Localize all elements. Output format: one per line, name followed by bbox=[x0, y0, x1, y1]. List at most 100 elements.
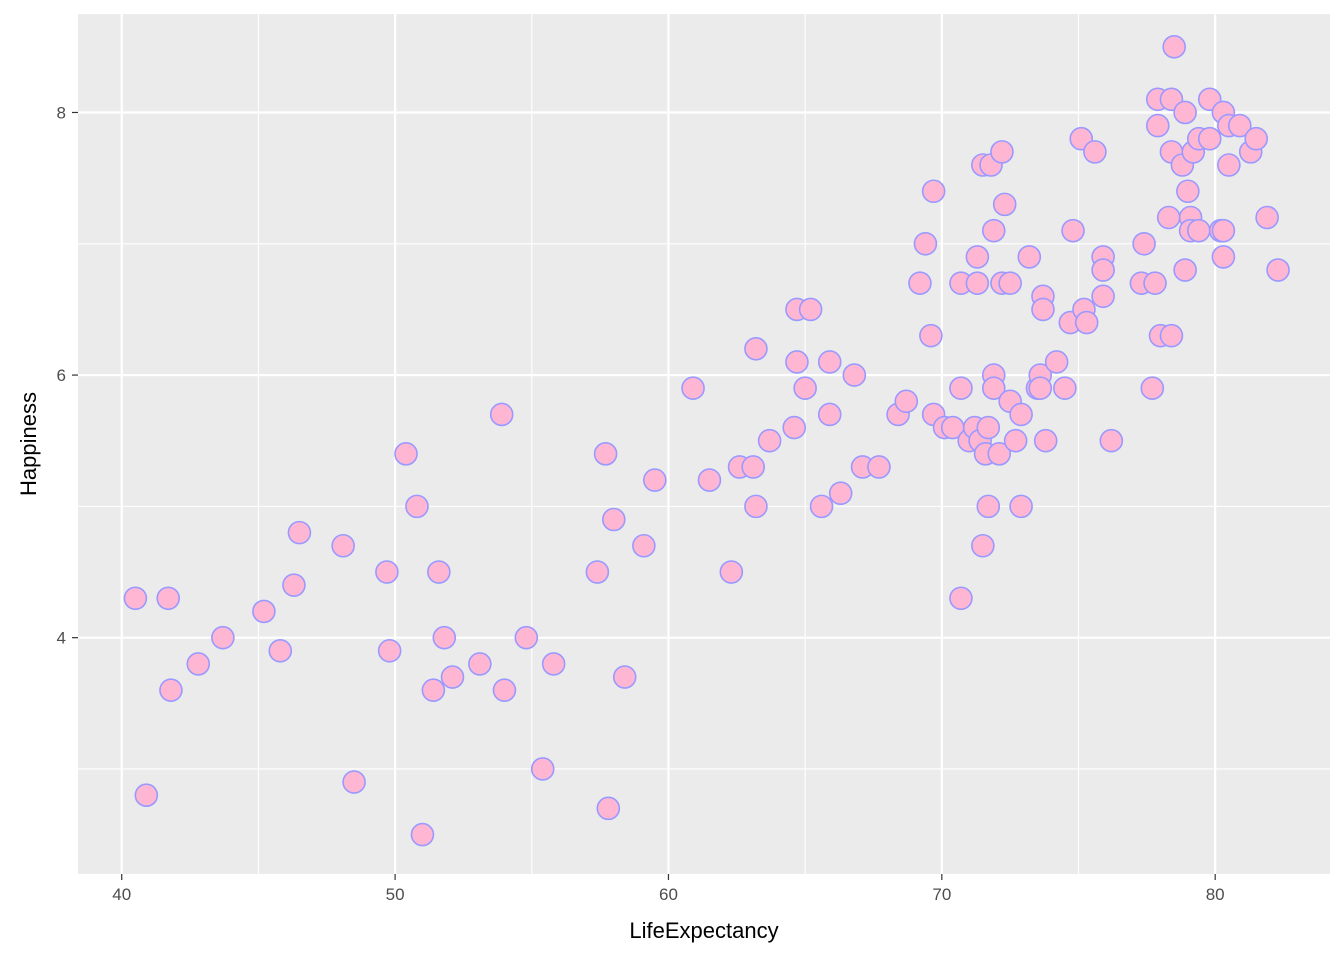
data-point bbox=[782, 415, 807, 440]
data-point bbox=[913, 231, 938, 256]
data-point bbox=[990, 140, 1014, 164]
data-point bbox=[1074, 310, 1099, 335]
data-point bbox=[998, 271, 1022, 295]
x-axis-ticks: 40 50 60 70 80 bbox=[112, 874, 1225, 904]
data-point bbox=[976, 415, 1001, 440]
data-point bbox=[1003, 428, 1028, 453]
data-points bbox=[123, 35, 1290, 847]
data-point bbox=[1053, 376, 1077, 400]
data-point bbox=[1176, 179, 1200, 204]
y-axis-ticks: 4 6 8 bbox=[57, 103, 78, 648]
data-point bbox=[798, 297, 823, 322]
data-point bbox=[410, 822, 435, 847]
data-point bbox=[987, 442, 1012, 466]
data-point bbox=[159, 678, 183, 702]
data-point bbox=[1159, 323, 1184, 348]
data-point bbox=[268, 638, 293, 663]
data-point bbox=[514, 625, 539, 650]
data-point bbox=[287, 520, 312, 545]
data-point bbox=[405, 494, 429, 519]
data-point bbox=[867, 455, 891, 479]
data-point bbox=[785, 350, 809, 374]
data-point bbox=[440, 665, 465, 689]
x-tick-label: 60 bbox=[659, 885, 678, 904]
data-point bbox=[697, 468, 722, 492]
data-point bbox=[744, 337, 768, 361]
y-axis-title: Happiness bbox=[16, 392, 41, 496]
data-point bbox=[375, 560, 399, 584]
data-point bbox=[1028, 376, 1053, 400]
y-tick-label: 6 bbox=[57, 366, 66, 385]
data-point bbox=[585, 560, 610, 584]
x-axis-title: LifeExpectancy bbox=[629, 918, 778, 943]
data-point bbox=[1091, 284, 1115, 309]
data-point bbox=[211, 625, 235, 650]
data-point bbox=[596, 796, 621, 821]
data-point bbox=[949, 586, 973, 611]
data-point bbox=[894, 389, 919, 414]
y-tick-label: 4 bbox=[57, 629, 66, 648]
data-point bbox=[681, 376, 705, 400]
x-tick-label: 70 bbox=[932, 885, 951, 904]
data-point bbox=[981, 218, 1006, 243]
data-point bbox=[1227, 113, 1252, 138]
data-point bbox=[1156, 205, 1181, 230]
major-grid-lines bbox=[78, 14, 1330, 874]
data-point bbox=[809, 494, 834, 519]
data-point bbox=[976, 494, 1001, 519]
data-point bbox=[530, 757, 555, 781]
x-tick-label: 80 bbox=[1206, 885, 1225, 904]
data-point bbox=[394, 442, 418, 466]
data-point bbox=[1173, 258, 1197, 282]
data-point bbox=[252, 599, 276, 624]
data-point bbox=[1197, 126, 1222, 151]
data-point bbox=[492, 678, 517, 702]
data-point bbox=[842, 363, 867, 387]
data-point bbox=[156, 586, 181, 611]
data-point bbox=[432, 625, 457, 650]
data-point bbox=[1217, 153, 1241, 177]
data-point bbox=[981, 376, 1006, 400]
data-point bbox=[1255, 205, 1279, 230]
data-point bbox=[1145, 113, 1170, 138]
data-point bbox=[468, 652, 492, 676]
data-point bbox=[1211, 218, 1236, 243]
data-point bbox=[1033, 428, 1058, 453]
x-tick-label: 40 bbox=[112, 885, 131, 904]
data-point bbox=[828, 481, 853, 506]
data-point bbox=[427, 560, 451, 584]
data-point bbox=[642, 468, 667, 492]
data-point bbox=[1017, 245, 1042, 269]
data-point bbox=[186, 652, 211, 676]
data-point bbox=[741, 455, 766, 479]
data-point bbox=[1091, 258, 1115, 282]
data-point bbox=[817, 350, 842, 374]
data-point bbox=[1244, 126, 1268, 151]
data-point bbox=[744, 494, 768, 519]
data-point bbox=[992, 192, 1017, 217]
data-point bbox=[1162, 35, 1186, 59]
x-tick-label: 50 bbox=[386, 885, 405, 904]
data-point bbox=[1009, 402, 1033, 427]
data-point bbox=[1140, 376, 1165, 400]
data-point bbox=[1099, 428, 1124, 453]
data-point bbox=[331, 533, 355, 558]
data-point bbox=[1186, 218, 1211, 243]
data-point bbox=[1132, 231, 1156, 256]
data-point bbox=[632, 533, 656, 558]
data-point bbox=[1266, 258, 1290, 282]
data-point bbox=[757, 428, 782, 453]
data-point bbox=[1009, 494, 1033, 519]
data-point bbox=[971, 533, 995, 558]
data-point bbox=[965, 245, 990, 269]
data-point bbox=[1061, 218, 1085, 243]
minor-grid-lines bbox=[78, 14, 1330, 874]
data-point bbox=[421, 678, 446, 702]
data-point bbox=[1083, 140, 1107, 164]
data-point bbox=[489, 402, 514, 427]
plot-panel bbox=[78, 14, 1330, 874]
data-point bbox=[949, 376, 973, 400]
data-point bbox=[612, 665, 637, 689]
data-point bbox=[1173, 100, 1197, 125]
